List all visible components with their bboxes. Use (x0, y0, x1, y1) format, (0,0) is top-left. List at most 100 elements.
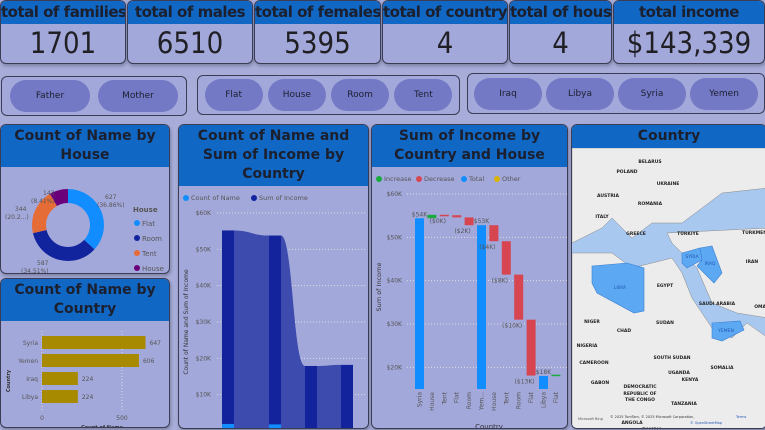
data-label: 647 (150, 340, 162, 347)
waterfall-bar-total (539, 376, 548, 389)
panel-title: Sum of Income by Country and House (372, 125, 567, 167)
category-label: Iraq (26, 376, 38, 383)
map-label: ROMANIA (638, 201, 663, 207)
bar-yemen (42, 354, 139, 367)
slicer-button-mother[interactable]: Mother (98, 80, 178, 112)
ribbon-connector (281, 235, 305, 428)
highlighted-country-yemen[interactable] (711, 320, 745, 342)
tick-label: $30K (387, 321, 403, 328)
data-label: ($13K) (515, 379, 535, 386)
waterfall-bar-decrease (501, 241, 511, 275)
map-label: REPUBLIC OF (623, 391, 656, 397)
legend-marker (461, 176, 467, 182)
slicer-button-libya[interactable]: Libya (546, 77, 614, 110)
highlighted-country-iraq[interactable] (696, 245, 723, 284)
data-label-pct: (20.2...) (5, 214, 29, 221)
kpi-value: 4 (552, 26, 569, 60)
donut-slice-house (49, 189, 68, 206)
legend-item: Count of Name (191, 194, 240, 202)
legend-marker (494, 176, 500, 182)
data-label-pct: (8.41%) (31, 198, 55, 205)
data-label-pct: (36.86%) (97, 202, 125, 209)
panel-title: Count of Name by House (1, 125, 169, 167)
slicer-button-tent[interactable]: Tent (394, 79, 453, 111)
map-label: SAUDI ARABIA (699, 301, 736, 307)
slicer-button-flat[interactable]: Flat (204, 79, 263, 111)
slicer-button-room[interactable]: Room (331, 79, 390, 111)
legend-item: House (142, 265, 164, 273)
map-label: OMAN (754, 304, 765, 310)
data-label: 627 (105, 194, 117, 201)
slicer-button-yemen[interactable]: Yemen (690, 77, 758, 110)
map-label: EGYPT (657, 283, 674, 289)
category-label: Syria (417, 392, 424, 407)
tick-label: $60K (196, 210, 212, 217)
data-label: ($4K) (479, 244, 495, 251)
map-label: NIGER (584, 319, 600, 325)
legend-item: Increase (384, 175, 412, 183)
legend-title: House (133, 206, 158, 214)
kpi-label: total of country (383, 1, 507, 24)
count-marker (269, 424, 281, 428)
category-label: Flat (454, 391, 461, 403)
kpi-card: total income $143,339 (613, 0, 765, 64)
panel-title: Count of Name by Country (1, 279, 169, 321)
category-label: Libya (22, 394, 38, 401)
category-label: Libya (541, 392, 548, 408)
map-label: ITALY (595, 214, 609, 220)
kpi-label: total of males (128, 1, 252, 24)
highlighted-country-libya[interactable] (591, 262, 645, 314)
map-terms-link[interactable]: Terms (735, 415, 746, 419)
map-label: AUSTRIA (597, 193, 619, 199)
panel-title: Country (572, 125, 765, 148)
map-label: TANZANIA (671, 401, 697, 407)
slicer-button-father[interactable]: Father (10, 80, 90, 112)
slicer-button-syria[interactable]: Syria (618, 77, 686, 110)
category-label: Flat (528, 391, 535, 403)
legend-marker (134, 220, 140, 226)
ribbon-connector (234, 230, 269, 428)
data-label: ($0K) (430, 218, 446, 225)
waterfall-bar-increase (551, 374, 561, 377)
country-slicer: Iraq Libya Syria Yemen (467, 73, 765, 114)
bar-panel: Count of Name by Country Syria 647 Yemen 60… (0, 278, 170, 428)
relation-slicer: Father Mother (1, 76, 187, 116)
map-label: BELARUS (638, 159, 661, 165)
ribbon-connector (317, 364, 341, 428)
category-label: Yem... (479, 392, 486, 411)
map-label: TÜRKIYE (677, 230, 699, 237)
bar-chart: Syria 647 Yemen 606 Iraq 224 Libya 224 0 500 Count… (6, 331, 162, 427)
data-label: 143 (43, 190, 55, 197)
waterfall-bar-decrease (514, 274, 524, 320)
data-label: 224 (82, 394, 94, 401)
ribbon-chart: Count of Name Sum of Income $0K $10K $20K $30… (183, 194, 367, 428)
panel-title: Count of Name and Sum of Income by Count… (179, 125, 368, 186)
map-label: UGANDA (668, 370, 690, 376)
waterfall-bar-decrease (489, 225, 499, 242)
waterfall-chart: Increase Decrease Total Other $20K $30K $40K $5… (375, 175, 567, 428)
map-osm-link[interactable]: © OpenStreetMap (690, 421, 723, 425)
data-label: ($2K) (454, 228, 470, 235)
highlighted-country-syria[interactable] (681, 247, 703, 269)
kpi-value: 1701 (29, 26, 97, 60)
tick-label: $40K (196, 283, 212, 290)
map-label: GREECE (626, 231, 646, 237)
column-libya (341, 364, 353, 428)
legend-item: Tent (141, 250, 157, 258)
category-label: Room (516, 392, 523, 409)
waterfall-panel: Sum of Income by Country and House Incre… (371, 124, 568, 429)
kpi-card: total of house 4 (509, 0, 612, 64)
data-label: 344 (15, 206, 27, 213)
waterfall-bar-total (415, 218, 424, 389)
legend-marker (134, 235, 140, 241)
slicer-button-house[interactable]: House (267, 79, 326, 111)
map-label: SUDAN (656, 320, 674, 326)
tick-label: $10K (196, 392, 212, 399)
map-label: IRAN (746, 259, 759, 265)
kpi-value: 5395 (284, 26, 351, 60)
category-label: Tent (503, 391, 510, 405)
legend-item: Room (142, 235, 162, 243)
slicer-button-iraq[interactable]: Iraq (474, 77, 542, 110)
category-label: Flat (553, 391, 560, 403)
